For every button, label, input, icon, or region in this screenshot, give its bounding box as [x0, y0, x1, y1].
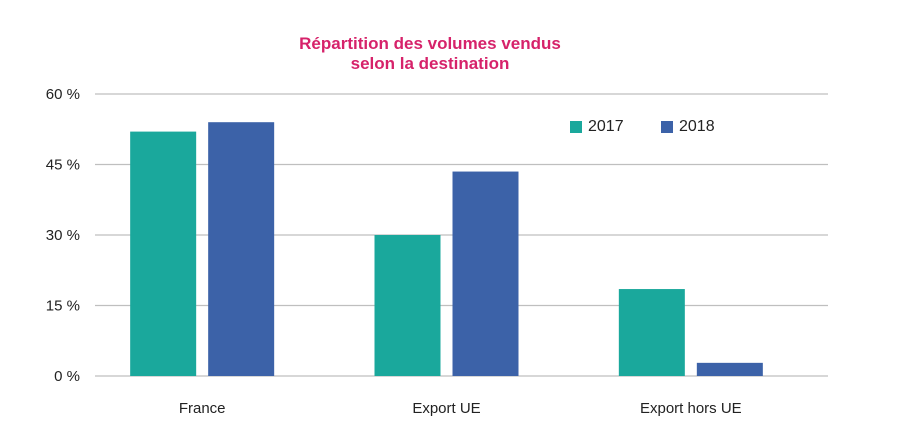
y-tick-label-15: 15 %: [46, 298, 80, 315]
legend-item-2017: 2017: [570, 118, 624, 136]
legend-swatch-2017: [570, 121, 582, 133]
bar-2018-2: [696, 362, 763, 376]
legend-label-2018: 2018: [679, 118, 715, 135]
y-tick-label-30: 30 %: [46, 227, 80, 244]
bar-2018-0: [208, 122, 275, 376]
y-tick-label-0: 0 %: [54, 368, 80, 385]
y-tick-label-45: 45 %: [46, 157, 80, 174]
legend-swatch-2018: [661, 121, 673, 133]
y-tick-label-60: 60 %: [46, 86, 80, 103]
bar-2017-1: [374, 235, 441, 376]
chart-subtitle: selon la destination: [350, 54, 510, 73]
legend-item-2018: 2018: [661, 118, 715, 136]
chart-title: Répartition des volumes vendus: [299, 34, 561, 53]
bar-2018-1: [452, 171, 519, 376]
bar-2017-0: [130, 131, 197, 376]
bar-2017-2: [618, 289, 685, 376]
legend-label-2017: 2017: [588, 118, 624, 135]
x-tick-label-0: France: [179, 400, 226, 417]
x-tick-label-2: Export hors UE: [640, 400, 742, 417]
x-tick-label-1: Export UE: [412, 400, 480, 417]
